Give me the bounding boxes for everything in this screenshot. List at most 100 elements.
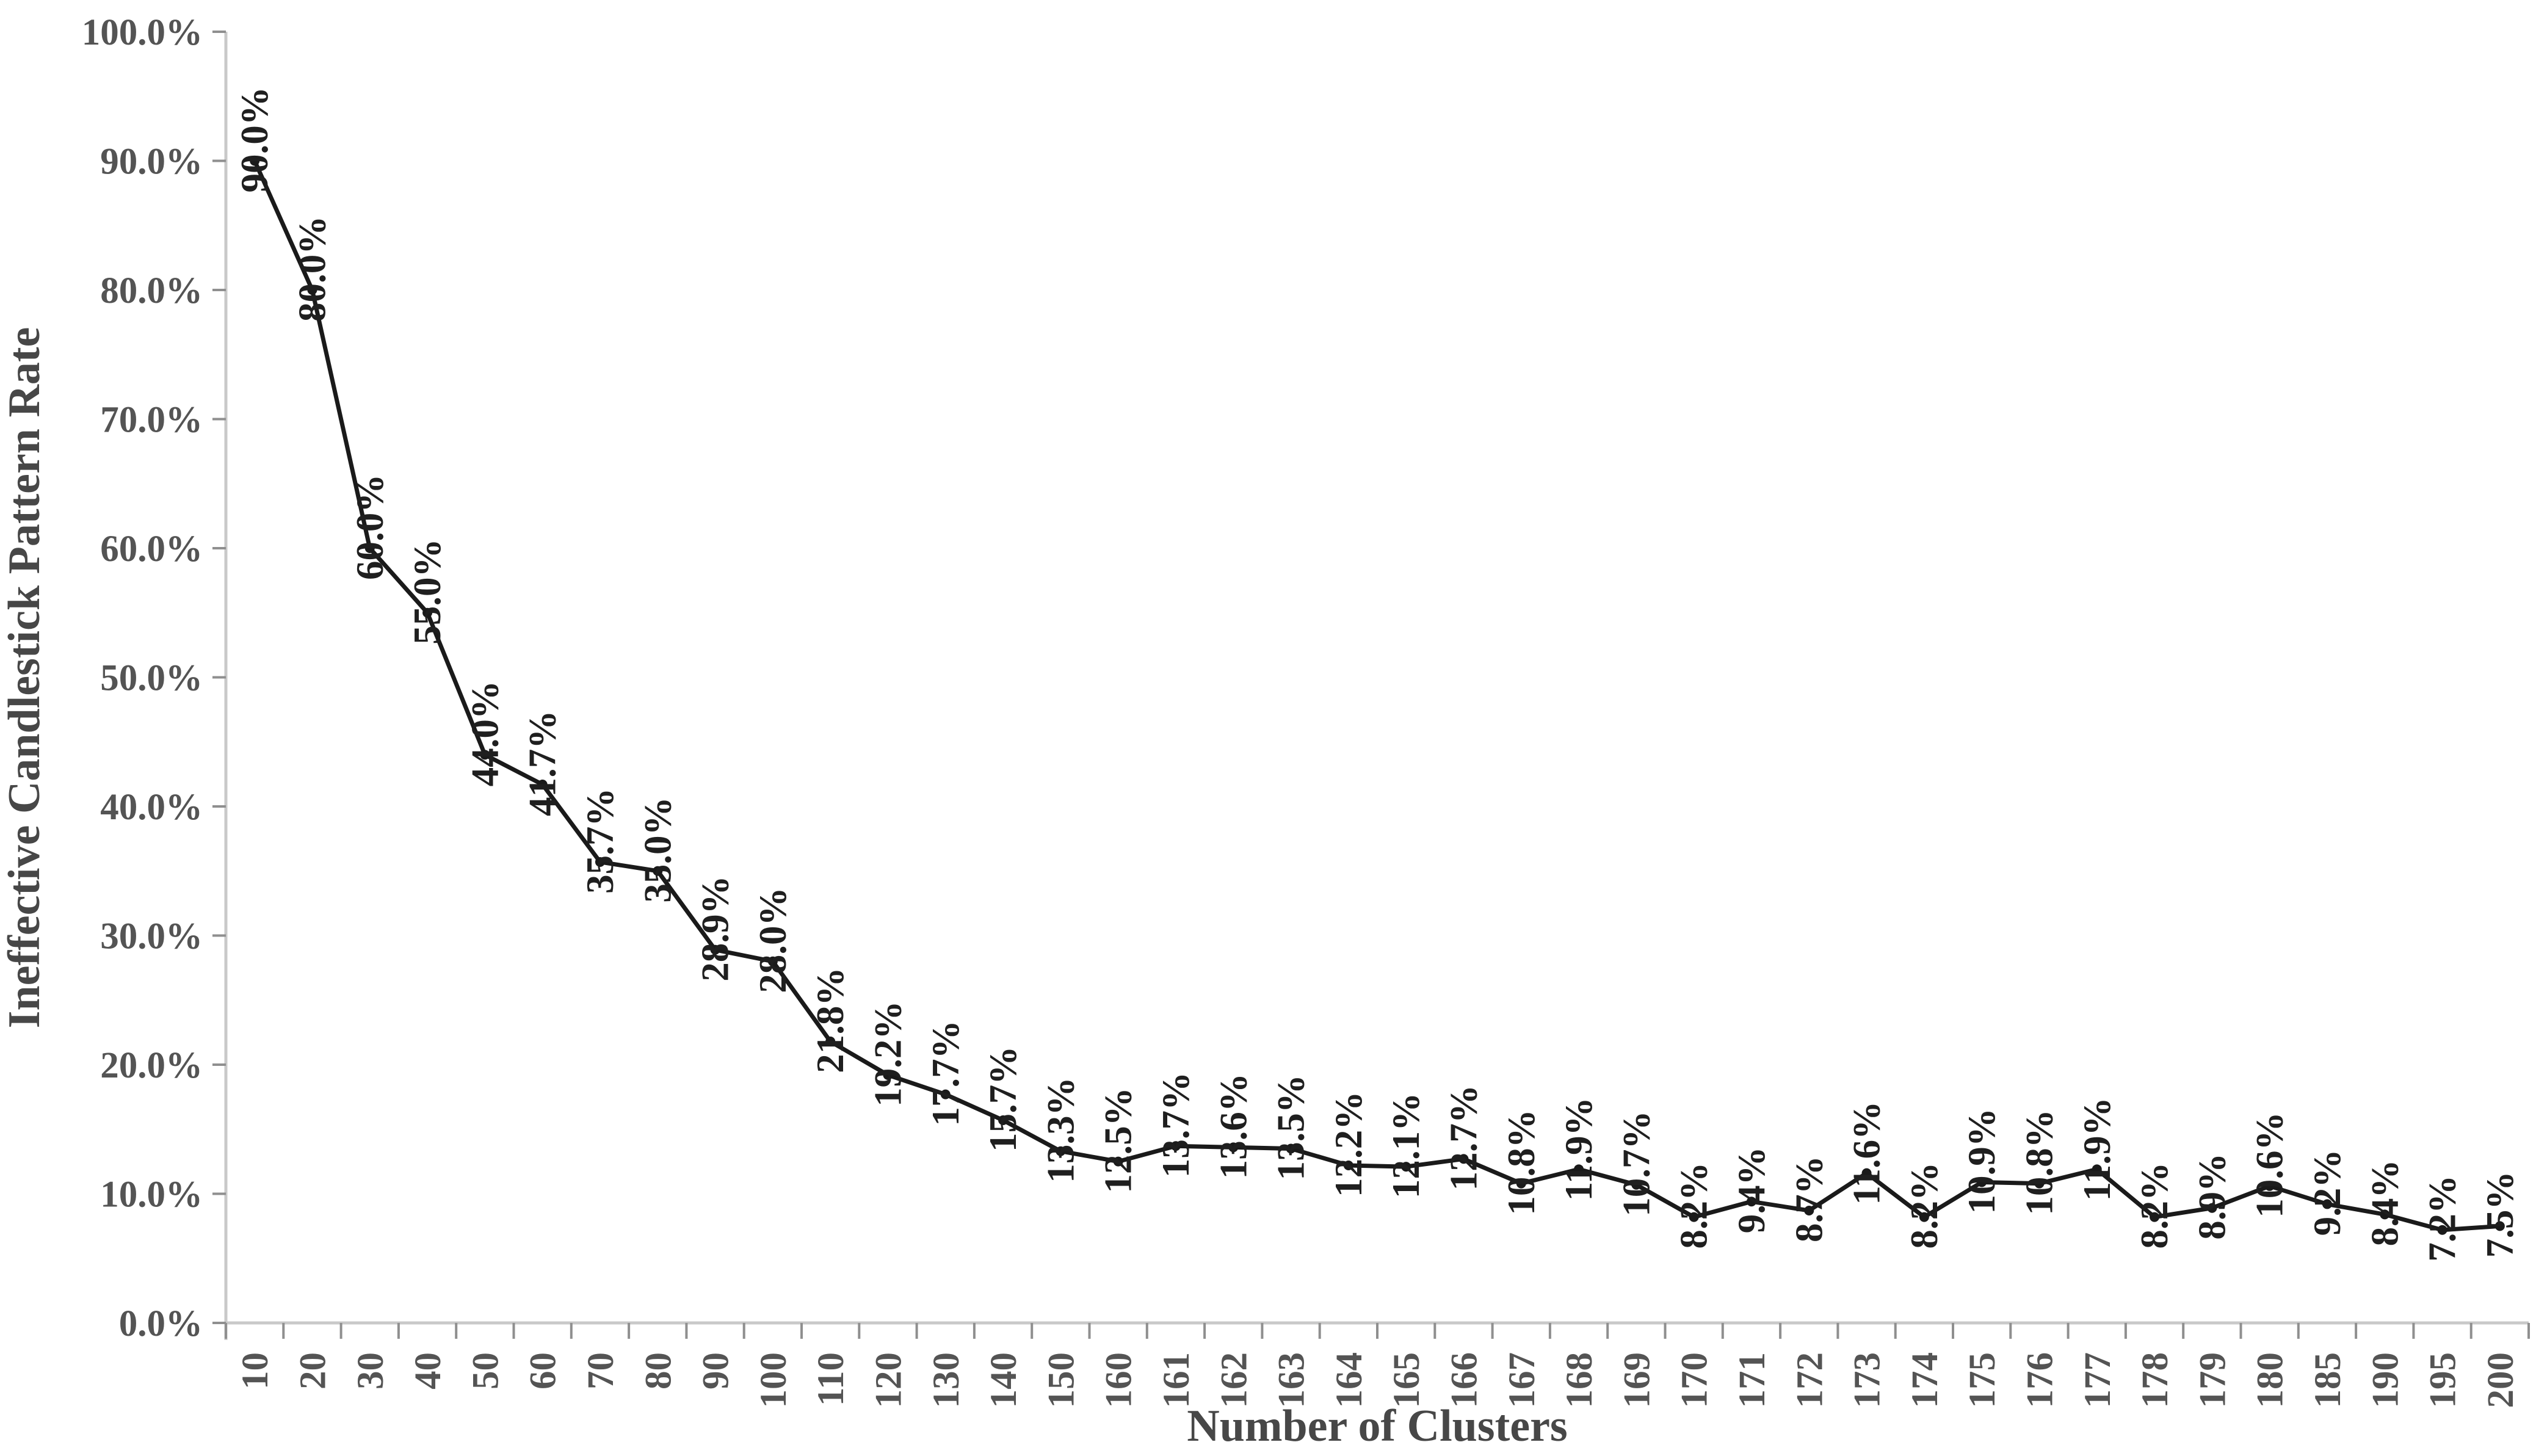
x-tick-label: 178 — [2135, 1352, 2176, 1408]
x-tick-label: 80 — [638, 1352, 679, 1389]
data-point-marker — [1804, 1205, 1814, 1215]
data-point-marker — [1977, 1177, 1987, 1187]
data-point-marker — [364, 543, 375, 553]
x-tick-label: 140 — [984, 1352, 1024, 1408]
x-tick-label: 200 — [2480, 1352, 2521, 1408]
data-point-marker — [1286, 1143, 1296, 1154]
data-point-label: 13.7% — [1154, 1072, 1197, 1178]
x-tick-label: 174 — [1905, 1352, 1946, 1408]
x-tick-label: 100 — [753, 1352, 794, 1408]
data-point-label: 19.2% — [866, 1001, 909, 1107]
data-point-marker — [1056, 1146, 1066, 1156]
y-tick-label: 20.0% — [100, 1045, 203, 1086]
data-point-label: 11.9% — [1557, 1098, 1600, 1201]
data-point-marker — [1343, 1160, 1353, 1170]
data-point-marker — [1574, 1164, 1584, 1175]
data-point-marker — [1516, 1178, 1526, 1189]
x-tick-label: 70 — [581, 1352, 621, 1389]
data-point-marker — [480, 750, 490, 760]
data-point-marker — [422, 607, 433, 618]
y-tick-label: 30.0% — [100, 916, 203, 957]
data-point-marker — [767, 956, 778, 966]
data-point-marker — [1631, 1179, 1642, 1190]
data-point-label: 10.9% — [1960, 1108, 2003, 1214]
data-point-label: 13.6% — [1212, 1073, 1255, 1179]
x-tick-label: 175 — [1962, 1352, 2003, 1408]
x-tick-label: 190 — [2365, 1352, 2406, 1408]
y-tick-label: 0.0% — [119, 1303, 203, 1344]
y-tick-label: 60.0% — [100, 529, 203, 570]
data-point-label: 13.3% — [1039, 1077, 1082, 1183]
data-point-marker — [2150, 1212, 2160, 1222]
data-point-label: 8.2% — [2133, 1162, 2176, 1249]
data-point-marker — [998, 1115, 1009, 1125]
x-tick-label: 10 — [235, 1352, 276, 1389]
data-point-label: 55.0% — [406, 539, 449, 645]
x-tick-label: 160 — [1099, 1352, 1140, 1408]
data-point-marker — [1170, 1141, 1181, 1151]
x-tick-label: 150 — [1041, 1352, 1082, 1408]
data-point-label: 15.7% — [982, 1046, 1024, 1152]
data-point-marker — [2494, 1221, 2505, 1231]
x-tick-label: 166 — [1444, 1352, 1485, 1408]
data-point-marker — [1746, 1197, 1756, 1207]
x-tick-label: 185 — [2308, 1352, 2349, 1408]
data-point-label: 21.8% — [809, 968, 852, 1073]
data-point-label: 28.9% — [694, 876, 737, 982]
chart-generated-layer: 0.0% 10.0% 20.0% 30.0% 40.0% 50.0% 60.0% 70.0% 8… — [82, 12, 2530, 1408]
x-tick-label: 110 — [811, 1352, 852, 1406]
data-point-label: 7.2% — [2421, 1175, 2464, 1262]
data-point-label: 9.4% — [1730, 1146, 1773, 1233]
data-point-marker — [250, 156, 260, 166]
data-point-label: 12.1% — [1385, 1093, 1427, 1198]
x-tick-label: 172 — [1789, 1352, 1830, 1408]
data-point-label: 8.2% — [1903, 1162, 1946, 1249]
data-point-marker — [2092, 1164, 2102, 1175]
data-point-marker — [1919, 1212, 1929, 1222]
data-point-label: 12.7% — [1442, 1085, 1485, 1190]
data-point-marker — [1113, 1156, 1123, 1167]
y-tick-label: 50.0% — [100, 658, 203, 699]
data-point-label: 8.4% — [2363, 1160, 2406, 1247]
y-axis-title: Ineffective Candlestick Pattern Rate — [0, 327, 49, 1029]
data-point-label: 44.0% — [463, 681, 506, 786]
data-point-label: 60.0% — [349, 474, 391, 580]
data-point-label: 12.5% — [1097, 1087, 1140, 1193]
x-tick-label: 161 — [1156, 1352, 1197, 1408]
x-tick-label: 163 — [1272, 1352, 1313, 1408]
data-point-marker — [595, 857, 605, 867]
data-point-label: 35.0% — [636, 797, 679, 903]
data-point-label: 11.9% — [2076, 1098, 2118, 1201]
x-tick-label: 168 — [1559, 1352, 1600, 1408]
x-tick-label: 50 — [465, 1352, 506, 1389]
data-point-marker — [2264, 1181, 2275, 1191]
x-tick-label: 130 — [926, 1352, 967, 1408]
x-tick-label: 195 — [2423, 1352, 2464, 1408]
x-tick-label: 120 — [868, 1352, 909, 1408]
data-point-label: 10.8% — [1500, 1109, 1543, 1215]
data-point-label: 35.7% — [579, 788, 621, 894]
data-point-label: 8.7% — [1788, 1156, 1830, 1242]
x-tick-label: 173 — [1847, 1352, 1888, 1408]
data-point-label: 11.6% — [1846, 1101, 1888, 1205]
data-point-marker — [537, 780, 548, 790]
data-point-marker — [2322, 1199, 2332, 1209]
data-point-marker — [1861, 1168, 1872, 1178]
x-tick-label: 40 — [408, 1352, 449, 1389]
y-tick-label: 70.0% — [100, 400, 203, 441]
y-tick-label: 40.0% — [100, 787, 203, 828]
data-point-label: 17.7% — [924, 1020, 967, 1126]
x-tick-label: 167 — [1502, 1352, 1543, 1408]
x-tick-label: 169 — [1617, 1352, 1658, 1408]
y-tick-label: 90.0% — [100, 142, 203, 183]
data-point-label: 10.7% — [1615, 1110, 1658, 1216]
data-point-marker — [307, 285, 317, 295]
data-point-marker — [710, 944, 720, 955]
x-tick-label: 180 — [2250, 1352, 2291, 1408]
data-point-marker — [825, 1036, 836, 1046]
data-point-marker — [1228, 1142, 1239, 1153]
y-tick-label: 10.0% — [100, 1175, 203, 1215]
x-tick-label: 164 — [1329, 1352, 1370, 1408]
data-point-label: 9.2% — [2306, 1150, 2349, 1236]
